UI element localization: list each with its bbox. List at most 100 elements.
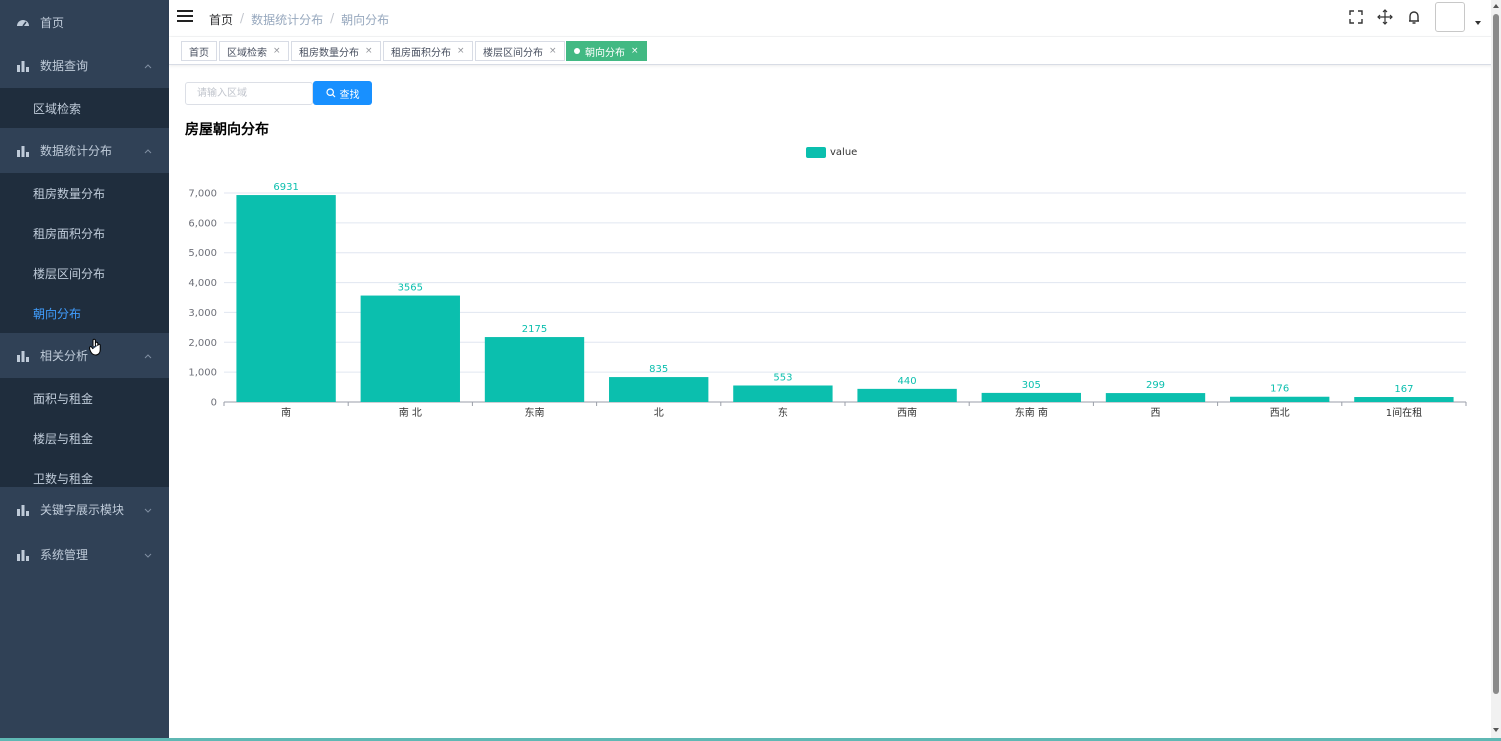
legend-swatch xyxy=(806,147,826,158)
sidebar-menu-label: 数据查询 xyxy=(40,59,89,73)
submenu-stats xyxy=(0,173,169,333)
breadcrumb-item: 朝向分布 xyxy=(341,13,390,27)
sidebar: 首页 数据查询 区域检索 数据统计分布 租房数量分布 租房面积分布 楼层区间分布… xyxy=(0,0,169,741)
bottom-border xyxy=(0,738,1501,741)
dashboard-icon xyxy=(17,19,29,26)
scroll-down-arrow-icon[interactable] xyxy=(1493,726,1499,734)
fullscreen-icon[interactable] xyxy=(1348,9,1364,25)
tag-home[interactable]: 首页 xyxy=(181,41,217,61)
sidebar-item-rent-count[interactable]: 租房数量分布 xyxy=(33,186,106,201)
sidebar-item-home[interactable]: 首页 xyxy=(0,0,169,45)
tag-orientation[interactable]: 朝向分布 × xyxy=(566,41,647,61)
close-icon[interactable]: × xyxy=(631,46,639,56)
bar[interactable] xyxy=(609,377,709,402)
sidebar-menu-label: 数据统计分布 xyxy=(40,144,113,158)
chevron-down-icon xyxy=(144,508,152,513)
chart-icon xyxy=(17,549,29,561)
data-label: 835 xyxy=(649,364,668,375)
region-search-input[interactable] xyxy=(185,82,313,105)
data-label: 2175 xyxy=(522,324,547,335)
sidebar-item-orientation[interactable]: 朝向分布 xyxy=(33,306,82,321)
tag-label: 区域检索 xyxy=(227,47,267,59)
breadcrumb-separator: / xyxy=(240,11,245,25)
x-tick-label: 西南 xyxy=(897,406,917,419)
data-label: 440 xyxy=(898,376,917,387)
data-label: 167 xyxy=(1394,384,1413,395)
scroll-up-arrow-icon[interactable] xyxy=(1493,2,1499,10)
tag-label: 朝向分布 xyxy=(585,47,625,59)
search-button[interactable]: 查找 xyxy=(313,81,372,105)
avatar[interactable] xyxy=(1435,2,1465,32)
sidebar-menu-label: 系统管理 xyxy=(40,548,89,562)
chart-legend[interactable]: value xyxy=(806,147,857,158)
bar[interactable] xyxy=(484,337,585,402)
caret-down-icon[interactable] xyxy=(1474,20,1482,26)
sidebar-menu-label: 相关分析 xyxy=(40,349,89,363)
size-icon[interactable] xyxy=(1377,9,1393,25)
sidebar-menu-data-query[interactable]: 数据查询 xyxy=(0,43,169,88)
active-dot-icon xyxy=(574,48,580,54)
submenu-analysis xyxy=(0,378,169,487)
y-tick-label: 1,000 xyxy=(188,368,217,379)
tags-view: 首页 区域检索 × 租房数量分布 × 租房面积分布 × 楼层区间分布 × 朝向分布 × xyxy=(169,37,1501,65)
x-tick-label: 东 xyxy=(778,406,788,419)
chart-icon xyxy=(17,145,29,157)
x-tick-label: 西北 xyxy=(1270,407,1290,419)
sidebar-item-floor-range[interactable]: 楼层区间分布 xyxy=(33,266,106,281)
tag-label: 楼层区间分布 xyxy=(483,47,543,59)
sidebar-item-bath-rent[interactable]: 卫数与租金 xyxy=(33,471,94,486)
scrollbar-thumb[interactable] xyxy=(1493,14,1499,694)
chevron-up-icon xyxy=(144,353,152,358)
breadcrumb-item: 数据统计分布 xyxy=(251,13,324,27)
tag-region-search[interactable]: 区域检索 × xyxy=(219,41,289,61)
hand-cursor-icon xyxy=(89,338,101,356)
sidebar-item-area-rent[interactable]: 面积与租金 xyxy=(33,391,94,406)
sidebar-item-floor-rent[interactable]: 楼层与租金 xyxy=(33,431,94,446)
sidebar-menu-keywords[interactable]: 关键字展示模块 xyxy=(0,487,169,532)
bar[interactable] xyxy=(981,392,1081,402)
close-icon[interactable]: × xyxy=(365,46,373,56)
x-tick-label: 1间在租 xyxy=(1386,406,1422,419)
data-label: 6931 xyxy=(273,182,298,193)
bar[interactable] xyxy=(360,295,460,402)
hamburger-icon[interactable] xyxy=(177,9,193,23)
data-label: 305 xyxy=(1022,380,1041,391)
sidebar-menu-analysis[interactable]: 相关分析 xyxy=(0,333,169,378)
bar[interactable] xyxy=(1230,396,1330,402)
x-tick-label: 东南 南 xyxy=(1015,406,1048,419)
tag-floor-range[interactable]: 楼层区间分布 × xyxy=(475,41,565,61)
sidebar-item-region-search[interactable]: 区域检索 xyxy=(33,101,82,116)
orientation-bar-chart: 0 1,000 2,000 3,000 4,000 5,000 6,000 7,000 6931… xyxy=(188,182,1467,419)
x-tick-label: 南 xyxy=(281,406,291,419)
chevron-down-icon xyxy=(144,553,152,558)
close-icon[interactable]: × xyxy=(549,46,557,56)
y-tick-label: 6,000 xyxy=(188,218,217,229)
breadcrumb: 首页 / 数据统计分布 / 朝向分布 xyxy=(209,11,389,28)
chart-icon xyxy=(17,350,29,362)
bar[interactable] xyxy=(733,385,833,402)
bar[interactable] xyxy=(857,388,957,402)
sidebar-menu-label: 关键字展示模块 xyxy=(40,503,125,517)
y-tick-label: 4,000 xyxy=(188,278,217,289)
data-label: 3565 xyxy=(398,283,423,294)
close-icon[interactable]: × xyxy=(273,46,281,56)
bar[interactable] xyxy=(236,195,336,402)
sidebar-item-rent-area[interactable]: 租房面积分布 xyxy=(33,226,106,241)
search-button-label: 查找 xyxy=(339,89,360,101)
y-tick-label: 3,000 xyxy=(188,308,217,319)
y-tick-label: 2,000 xyxy=(188,338,217,349)
submenu-data-query xyxy=(0,88,169,128)
legend-label: value xyxy=(830,147,858,158)
bell-icon[interactable] xyxy=(1406,9,1422,25)
breadcrumb-item[interactable]: 首页 xyxy=(209,13,234,27)
data-label: 176 xyxy=(1270,384,1289,395)
sidebar-menu-stats[interactable]: 数据统计分布 xyxy=(0,128,169,173)
bar[interactable] xyxy=(1105,393,1206,402)
tag-rent-area[interactable]: 租房面积分布 × xyxy=(383,41,473,61)
x-tick-label: 东南 xyxy=(525,406,545,419)
bar[interactable] xyxy=(1354,397,1454,402)
tag-rent-count[interactable]: 租房数量分布 × xyxy=(291,41,381,61)
close-icon[interactable]: × xyxy=(457,46,465,56)
x-tick-label: 西 xyxy=(1151,408,1161,419)
sidebar-menu-system[interactable]: 系统管理 xyxy=(0,532,169,577)
